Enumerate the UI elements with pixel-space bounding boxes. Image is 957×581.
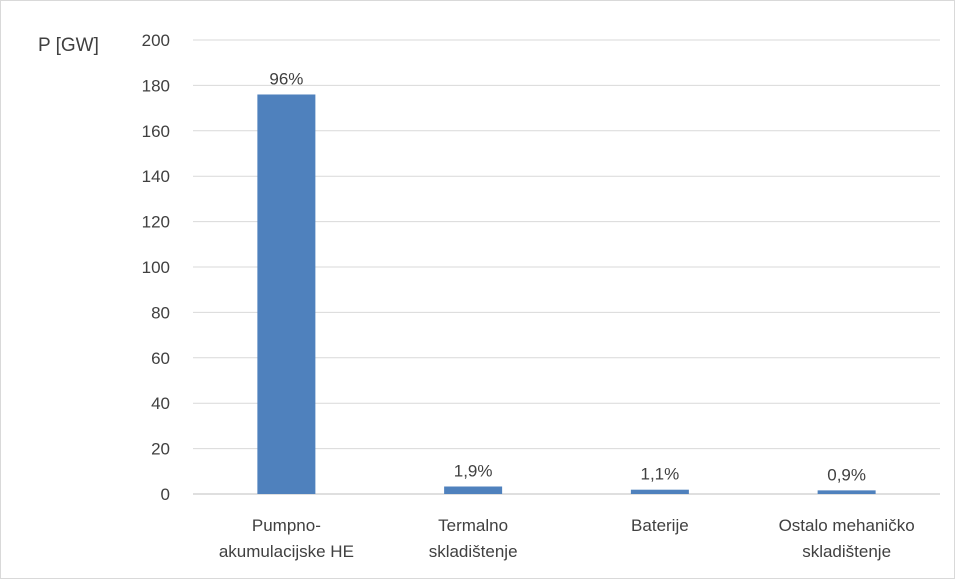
category-label-1-line-1: Pumpno- [252, 516, 321, 535]
y-tick-label-20: 20 [151, 440, 170, 459]
y-tick-label-0: 0 [161, 485, 170, 504]
data-labels: 96% 1,9% 1,1% 0,9% [269, 69, 866, 484]
y-tick-label-180: 180 [142, 76, 170, 95]
y-tick-label-40: 40 [151, 394, 170, 413]
category-label-3-line-1: Baterije [631, 516, 689, 535]
category-label-2-line-2: skladištenje [429, 542, 518, 561]
y-tick-label-200: 200 [142, 31, 170, 50]
y-axis-label: P [GW] [38, 35, 99, 56]
bar-1 [257, 94, 316, 494]
category-label-4-line-2: skladištenje [802, 542, 891, 561]
category-label-1-line-2: akumulacijske HE [219, 542, 354, 561]
y-tick-labels: 0 20 40 60 80 100 120 140 160 180 200 [142, 31, 170, 504]
category-label-2-line-1: Termalno [438, 516, 508, 535]
y-tick-label-80: 80 [151, 303, 170, 322]
y-tick-label-160: 160 [142, 122, 170, 141]
bar-2 [444, 486, 503, 494]
data-label-3: 1,1% [641, 465, 680, 484]
gridlines [193, 39, 940, 495]
bar-3 [630, 489, 689, 494]
category-labels: Pumpno-akumulacijske HE Termalno skladište… [219, 516, 915, 561]
category-label-4-line-1: Ostalo mehaničko [779, 516, 915, 535]
data-label-1: 96% [269, 69, 303, 88]
y-tick-label-140: 140 [142, 167, 170, 186]
bars [257, 94, 876, 494]
y-tick-label-60: 60 [151, 349, 170, 368]
data-label-4: 0,9% [827, 465, 866, 484]
data-label-2: 1,9% [454, 462, 493, 481]
bar-4 [817, 490, 876, 494]
y-tick-label-100: 100 [142, 258, 170, 277]
y-tick-label-120: 120 [142, 213, 170, 232]
